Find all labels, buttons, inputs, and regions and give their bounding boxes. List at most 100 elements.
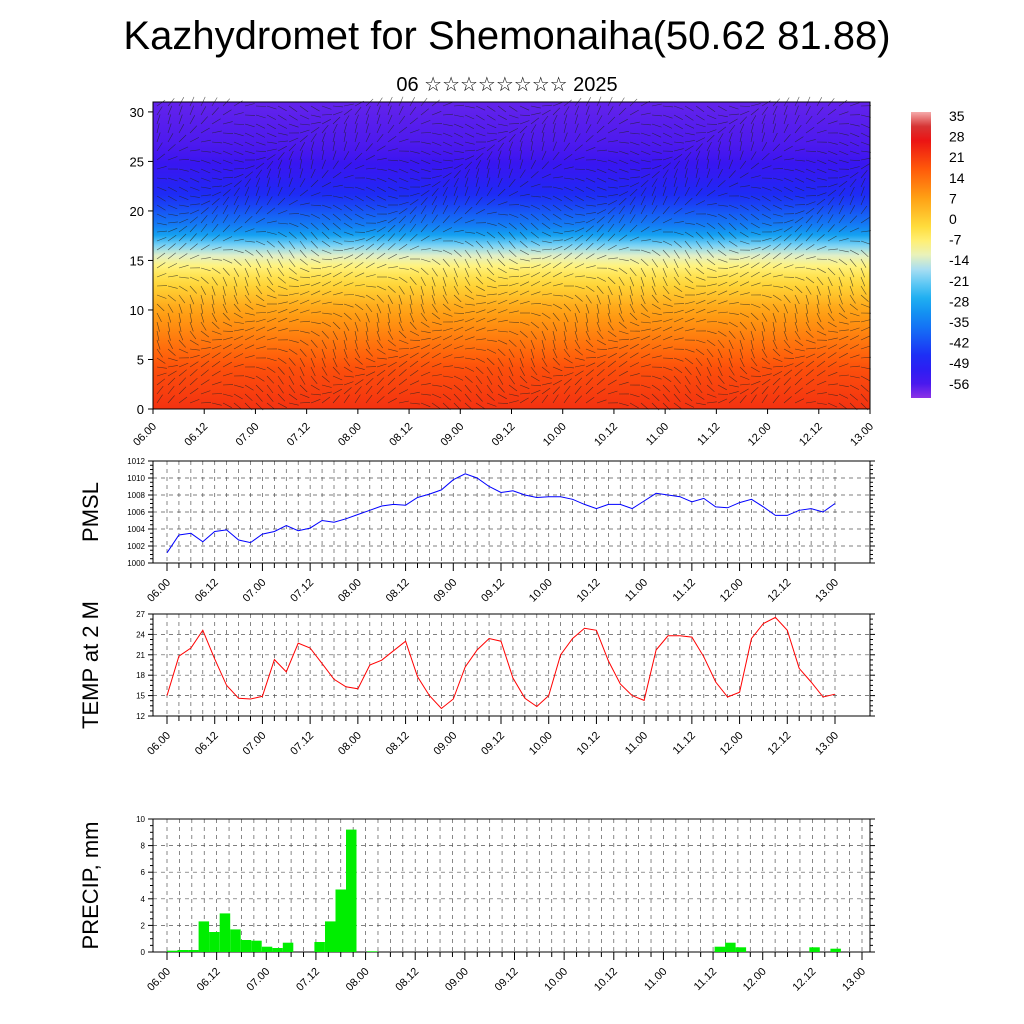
wind-barb — [662, 276, 668, 287]
wind-barb — [277, 177, 281, 188]
wind-barb — [629, 336, 640, 341]
wind-barb — [783, 168, 794, 172]
wind-barb — [431, 168, 443, 170]
wind-barb — [497, 384, 505, 393]
wind-barb — [695, 231, 704, 240]
wind-barb — [816, 150, 827, 154]
wind-barb — [607, 360, 617, 368]
wind-barb — [717, 222, 726, 231]
wind-barb — [585, 186, 596, 192]
wind-barb — [827, 372, 838, 377]
wind-barb — [299, 142, 306, 152]
wind-barb — [530, 160, 536, 170]
wind-barb — [607, 106, 614, 116]
wind-barb — [662, 318, 673, 323]
wind-barb — [541, 394, 549, 404]
colorbar-label: -28 — [949, 293, 969, 309]
wind-barb — [409, 360, 419, 368]
wind-barb — [266, 240, 275, 248]
wind-barb — [332, 312, 343, 318]
wind-barb — [541, 375, 552, 379]
wind-barb — [420, 344, 431, 350]
wind-barb — [211, 107, 219, 116]
wind-barb — [574, 263, 585, 269]
wind-barb — [860, 186, 865, 197]
wind-barb — [585, 357, 597, 359]
wind-barb — [354, 106, 362, 116]
wind-barb — [310, 393, 322, 396]
wind-barb — [409, 106, 417, 116]
wind-barb — [585, 225, 594, 233]
wind-barb — [607, 177, 618, 182]
wind-barb — [299, 366, 305, 377]
wind-barb — [816, 129, 827, 134]
wind-barb — [321, 182, 332, 188]
wind-barb — [640, 335, 651, 341]
wind-barb — [376, 357, 387, 360]
wind-barb — [266, 160, 274, 170]
wind-barb — [706, 231, 714, 240]
wind-barb — [816, 246, 827, 251]
wind-barb — [255, 141, 266, 146]
wind-barb — [849, 375, 860, 379]
wind-barb — [497, 114, 507, 120]
wind-barb — [343, 162, 352, 170]
wind-barb — [816, 168, 827, 173]
wind-barb — [200, 402, 212, 404]
wind-barb — [398, 400, 409, 404]
wind-barb — [684, 384, 691, 394]
wind-barb — [519, 392, 531, 395]
wind-barb — [464, 276, 471, 286]
wind-barb — [266, 384, 274, 394]
wind-barb — [662, 311, 674, 314]
wind-barb — [695, 292, 706, 296]
series-line — [166, 473, 836, 554]
wind-barb — [233, 249, 244, 254]
precip-bar — [314, 942, 325, 952]
wind-barb — [475, 276, 484, 285]
wind-barb — [178, 233, 187, 242]
wind-barb — [739, 231, 749, 238]
wind-barb — [552, 151, 560, 161]
wind-barb — [563, 177, 574, 180]
wind-barb — [365, 252, 374, 260]
wind-barb — [849, 205, 856, 215]
wind-barb — [442, 375, 453, 378]
wind-barb — [519, 231, 528, 240]
wind-barb — [629, 182, 640, 188]
wind-barb — [552, 375, 564, 377]
y-tick-label: 10 — [136, 815, 145, 824]
wind-barb — [365, 321, 369, 332]
wind-barb — [288, 249, 295, 259]
wind-barb — [475, 258, 481, 269]
wind-barb — [420, 276, 426, 287]
wind-barb — [849, 294, 856, 304]
wind-barb — [596, 186, 607, 191]
wind-barb — [651, 294, 659, 303]
wind-barb — [266, 285, 276, 293]
y-tick-label: 21 — [136, 651, 145, 660]
wind-barb — [200, 168, 211, 174]
wind-barb — [354, 132, 358, 143]
y-tick-label: 4 — [141, 895, 146, 904]
wind-barb — [321, 272, 332, 278]
wind-barb — [519, 222, 528, 231]
wind-barb — [805, 96, 811, 107]
wind-barb — [640, 187, 647, 197]
wind-barb — [332, 375, 343, 381]
wind-barb — [706, 321, 718, 323]
wind-barb — [750, 213, 760, 221]
wind-barb — [794, 355, 805, 359]
wind-barb — [761, 378, 771, 386]
wind-barb — [167, 123, 172, 134]
wind-barb — [618, 141, 629, 144]
wind-barb — [310, 290, 321, 296]
wind-barb — [673, 168, 678, 179]
wind-barb — [849, 303, 858, 311]
wind-barb — [618, 402, 629, 406]
wind-barb — [640, 276, 645, 287]
wind-barb — [574, 144, 583, 152]
wind-barb — [343, 195, 354, 201]
wind-barb — [508, 299, 519, 305]
